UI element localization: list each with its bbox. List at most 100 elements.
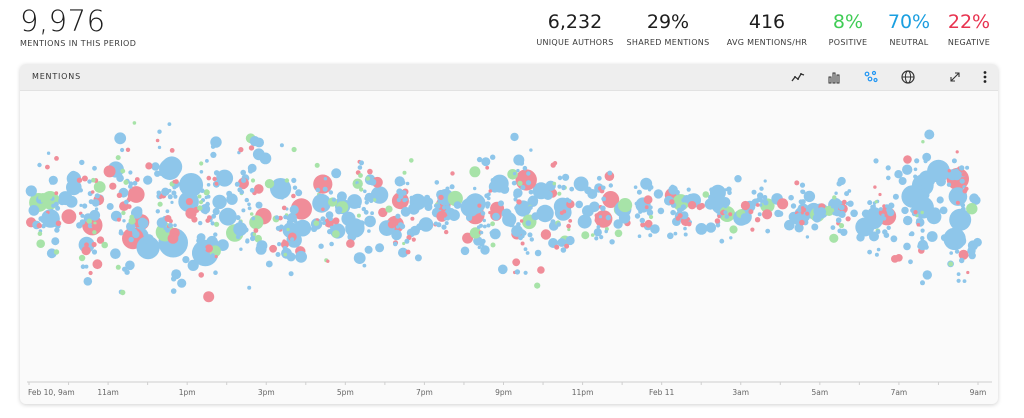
mention-bubble[interactable] <box>116 174 124 182</box>
mention-bubble[interactable] <box>882 216 887 221</box>
mention-bubble[interactable] <box>167 160 173 166</box>
mention-bubble[interactable] <box>91 177 96 183</box>
mention-bubble[interactable] <box>411 237 416 242</box>
mention-bubble[interactable] <box>930 207 938 216</box>
mention-bubble[interactable] <box>867 200 873 206</box>
mention-bubble[interactable] <box>437 199 442 204</box>
mention-bubble[interactable] <box>837 228 843 234</box>
mention-bubble[interactable] <box>214 181 219 186</box>
mention-bubble[interactable] <box>521 230 527 236</box>
mention-bubble[interactable] <box>249 212 254 216</box>
mention-bubble[interactable] <box>88 199 94 205</box>
mention-bubble[interactable] <box>568 219 573 223</box>
mention-bubble[interactable] <box>238 147 244 153</box>
mention-bubble[interactable] <box>886 225 891 230</box>
mention-bubble[interactable] <box>51 203 56 208</box>
mention-bubble[interactable] <box>136 236 160 260</box>
mention-bubble[interactable] <box>165 227 171 233</box>
mention-bubble[interactable] <box>118 230 124 236</box>
mention-bubble[interactable] <box>453 201 462 209</box>
mention-bubble[interactable] <box>277 242 282 247</box>
mention-bubble[interactable] <box>462 232 474 244</box>
mention-bubble[interactable] <box>402 241 406 246</box>
mention-bubble[interactable] <box>367 168 373 175</box>
mention-bubble[interactable] <box>66 179 82 196</box>
mention-bubble[interactable] <box>210 151 217 158</box>
mention-bubble[interactable] <box>125 147 131 152</box>
mention-bubble[interactable] <box>247 206 252 211</box>
mention-bubble[interactable] <box>847 200 854 207</box>
mention-bubble[interactable] <box>372 198 377 202</box>
mention-bubble[interactable] <box>450 171 455 176</box>
mention-bubble[interactable] <box>155 138 160 143</box>
mention-bubble[interactable] <box>375 243 385 253</box>
mention-bubble[interactable] <box>143 234 154 245</box>
mention-bubble[interactable] <box>797 208 802 213</box>
mention-bubble[interactable] <box>250 178 256 183</box>
mention-bubble[interactable] <box>122 266 128 272</box>
mention-bubble[interactable] <box>359 160 364 166</box>
mention-bubble[interactable] <box>335 206 343 214</box>
mention-bubble[interactable] <box>239 223 244 228</box>
mention-bubble[interactable] <box>939 206 948 215</box>
mention-bubble[interactable] <box>356 213 361 218</box>
mention-bubble[interactable] <box>490 242 496 248</box>
mention-bubble[interactable] <box>444 229 449 235</box>
mention-bubble[interactable] <box>599 235 604 240</box>
mention-bubble[interactable] <box>593 228 602 237</box>
mention-bubble[interactable] <box>669 199 675 205</box>
mention-bubble[interactable] <box>88 270 93 276</box>
mention-bubble[interactable] <box>514 269 521 275</box>
mention-bubble[interactable] <box>841 199 847 205</box>
mention-bubble[interactable] <box>444 221 449 226</box>
mention-bubble[interactable] <box>61 209 77 224</box>
mention-bubble[interactable] <box>241 208 246 213</box>
mention-bubble[interactable] <box>581 231 590 240</box>
mention-bubble[interactable] <box>364 196 369 201</box>
mention-bubble[interactable] <box>873 185 877 189</box>
mention-bubble[interactable] <box>965 165 970 170</box>
mention-bubble[interactable] <box>55 220 62 227</box>
mention-bubble[interactable] <box>254 184 264 194</box>
mention-bubble[interactable] <box>123 179 129 185</box>
mention-bubble[interactable] <box>618 212 631 224</box>
mention-bubble[interactable] <box>799 219 805 226</box>
mention-bubble[interactable] <box>122 219 126 223</box>
mention-bubble[interactable] <box>313 220 320 226</box>
mention-bubble[interactable] <box>157 145 162 150</box>
mention-bubble[interactable] <box>469 166 481 178</box>
mention-bubble[interactable] <box>106 203 114 210</box>
mention-bubble[interactable] <box>80 213 85 218</box>
mention-bubble[interactable] <box>326 259 330 263</box>
mention-bubble[interactable] <box>172 179 177 184</box>
mention-bubble[interactable] <box>528 189 534 195</box>
mention-bubble[interactable] <box>513 191 520 199</box>
mention-bubble[interactable] <box>206 183 211 187</box>
mention-bubble[interactable] <box>122 192 126 196</box>
mention-bubble[interactable] <box>492 212 500 221</box>
mention-bubble[interactable] <box>93 181 106 193</box>
mention-bubble[interactable] <box>798 199 804 205</box>
mention-bubble[interactable] <box>161 187 170 196</box>
mention-bubble[interactable] <box>76 177 83 183</box>
mention-bubble[interactable] <box>155 209 160 214</box>
mention-bubble[interactable] <box>354 253 360 259</box>
mention-bubble[interactable] <box>704 198 716 210</box>
mention-bubble[interactable] <box>829 233 839 243</box>
mention-bubble[interactable] <box>657 207 665 215</box>
mention-bubble[interactable] <box>874 200 878 204</box>
mention-bubble[interactable] <box>157 129 162 134</box>
mention-bubble[interactable] <box>724 188 728 192</box>
mention-bubble[interactable] <box>219 207 237 226</box>
mention-bubble[interactable] <box>850 209 858 218</box>
mention-bubble[interactable] <box>926 210 931 215</box>
mention-bubble[interactable] <box>674 189 680 195</box>
mention-bubble[interactable] <box>265 260 273 268</box>
mention-bubble[interactable] <box>88 191 92 196</box>
mention-bubble[interactable] <box>898 177 907 185</box>
mention-bubble[interactable] <box>154 170 161 177</box>
mention-bubble[interactable] <box>292 185 298 190</box>
mention-bubble[interactable] <box>636 189 642 195</box>
mention-bubble[interactable] <box>559 202 563 206</box>
mention-bubble[interactable] <box>434 203 441 209</box>
